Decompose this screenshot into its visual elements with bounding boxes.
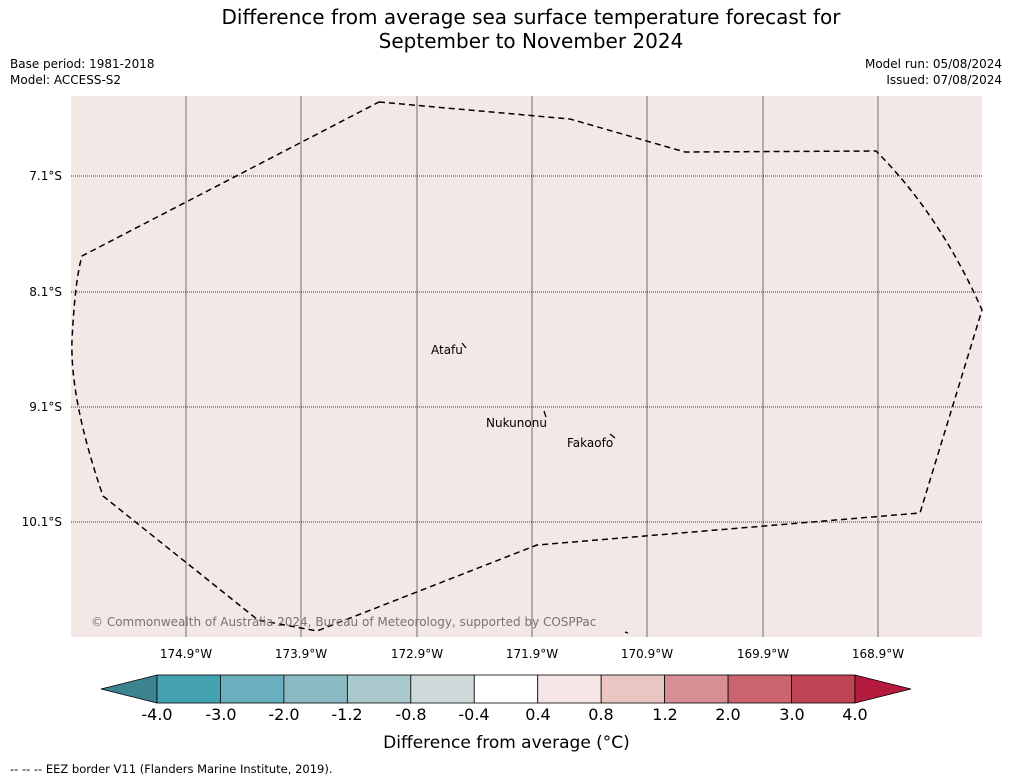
colorbar: -4.0 -3.0 -2.0 -1.2 -0.8 -0.4 0.4 0.8 1.… bbox=[100, 674, 912, 724]
lon-label: 172.9°W bbox=[391, 647, 443, 661]
small-island-shape bbox=[624, 631, 629, 634]
colorbar-tick-labels: -4.0 -3.0 -2.0 -1.2 -0.8 -0.4 0.4 0.8 1.… bbox=[141, 705, 867, 724]
colorbar-tick-label: -0.8 bbox=[395, 705, 426, 724]
lon-label: 174.9°W bbox=[160, 647, 212, 661]
colorbar-tick-label: 2.0 bbox=[715, 705, 740, 724]
issued-text: Issued: 07/08/2024 bbox=[886, 73, 1002, 87]
colorbar-segment bbox=[220, 674, 285, 704]
lat-label: 7.1°S bbox=[29, 169, 62, 183]
colorbar-segment bbox=[727, 674, 792, 704]
map-background bbox=[71, 96, 982, 637]
colorbar-tick-label: -2.0 bbox=[268, 705, 299, 724]
colorbar-segment bbox=[283, 674, 348, 704]
title-line-1: Difference from average sea surface temp… bbox=[221, 5, 841, 29]
place-label-fakaofo: Fakaofo bbox=[567, 436, 613, 450]
colorbar-segment bbox=[473, 674, 539, 704]
eez-border bbox=[71, 101, 983, 632]
colorbar-tick-label: 3.0 bbox=[779, 705, 804, 724]
title-line-2: September to November 2024 bbox=[378, 29, 684, 53]
fakaofo-atoll-shape bbox=[609, 433, 616, 439]
colorbar-tick-label: 0.8 bbox=[588, 705, 613, 724]
lon-label: 168.9°W bbox=[852, 647, 904, 661]
eez-legend-text: -- -- -- EEZ border V11 (Flanders Marine… bbox=[10, 762, 333, 776]
colorbar-segment bbox=[600, 674, 666, 704]
lon-label: 169.9°W bbox=[737, 647, 789, 661]
colorbar-label: Difference from average (°C) bbox=[383, 733, 630, 753]
colorbar-tick-label: 0.4 bbox=[525, 705, 550, 724]
colorbar-extend-high bbox=[854, 674, 912, 704]
place-label-nukunonu: Nukunonu bbox=[486, 416, 547, 430]
place-label-atafu: Atafu bbox=[431, 343, 463, 357]
model-run-text: Model run: 05/08/2024 bbox=[864, 57, 1002, 71]
colorbar-segment bbox=[791, 674, 856, 704]
colorbar-segment bbox=[156, 674, 221, 704]
colorbar-tick-label: -0.4 bbox=[458, 705, 489, 724]
colorbar-segments bbox=[156, 674, 856, 704]
colorbar-tick-label: -3.0 bbox=[205, 705, 236, 724]
lon-label: 170.9°W bbox=[621, 647, 673, 661]
lat-label: 8.1°S bbox=[29, 285, 62, 299]
map-panel: 7.1°S 8.1°S 9.1°S 10.1°S 174.9°W 173.9°W… bbox=[22, 96, 983, 661]
nukunonu-atoll-shape bbox=[543, 410, 547, 418]
longitude-gridlines bbox=[185, 96, 879, 637]
colorbar-tick-label: -4.0 bbox=[141, 705, 172, 724]
colorbar-segment bbox=[537, 674, 602, 704]
colorbar-segment bbox=[346, 674, 412, 704]
copyright-text: © Commonwealth of Australia 2024, Bureau… bbox=[91, 615, 596, 629]
lon-label: 173.9°W bbox=[275, 647, 327, 661]
lat-label: 9.1°S bbox=[29, 400, 62, 414]
lon-label: 171.9°W bbox=[506, 647, 558, 661]
base-period-text: Base period: 1981-2018 bbox=[10, 57, 155, 71]
colorbar-segment bbox=[664, 674, 729, 704]
colorbar-tick-label: 1.2 bbox=[652, 705, 677, 724]
chart-title: Difference from average sea surface temp… bbox=[0, 5, 1011, 53]
meta-right: Model run: 05/08/2024 Issued: 07/08/2024 bbox=[865, 56, 1002, 88]
colorbar-extend-low bbox=[100, 674, 158, 704]
colorbar-segment bbox=[410, 674, 475, 704]
atolls bbox=[461, 342, 629, 634]
lat-label: 10.1°S bbox=[22, 515, 62, 529]
colorbar-tick-label: -1.2 bbox=[331, 705, 362, 724]
colorbar-tick-label: 4.0 bbox=[842, 705, 867, 724]
meta-left: Base period: 1981-2018 Model: ACCESS-S2 bbox=[10, 56, 155, 88]
atafu-atoll-shape bbox=[461, 342, 467, 349]
model-text: Model: ACCESS-S2 bbox=[10, 73, 122, 87]
